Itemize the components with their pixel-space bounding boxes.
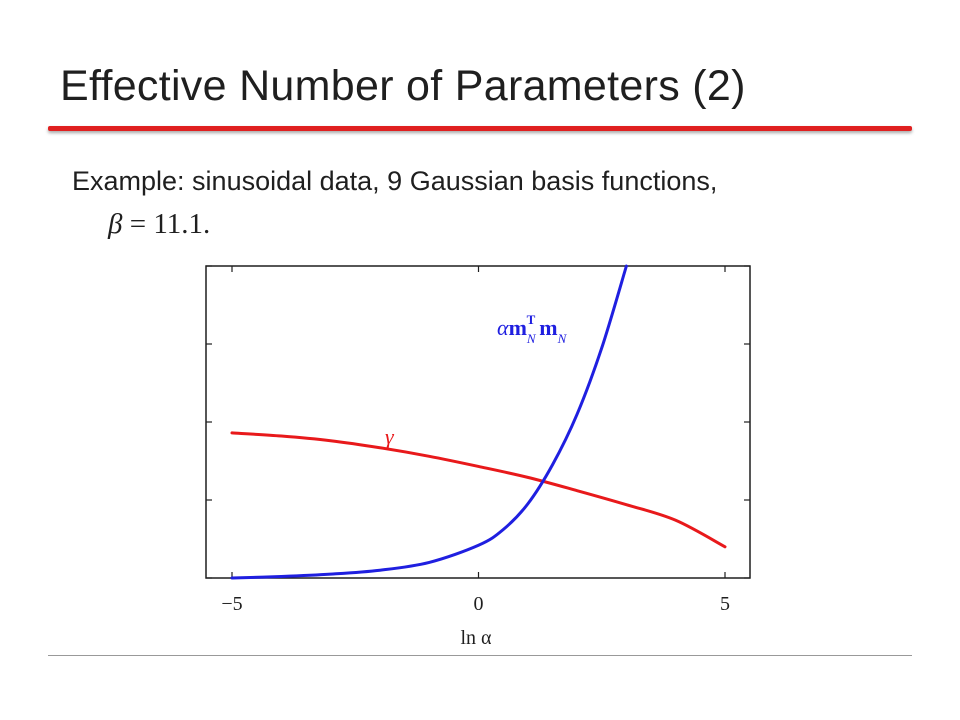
series-line-alpha-mnmn [230,264,628,580]
beta-equals: = [122,208,154,240]
plot-area [205,265,751,579]
series-line-gamma [230,431,727,549]
x-axis-label: ln α [460,627,492,649]
bottom-divider [48,655,912,656]
beta-equation: β = 11.1. [108,208,210,241]
series-lines [230,264,727,580]
series-label-gamma: γ [385,424,395,449]
series-label-alpha-mnmn: αmNT mN [497,312,568,346]
x-tick-label: 0 [474,593,484,615]
slide-title: Effective Number of Parameters (2) [60,62,746,110]
x-tick-label: −5 [221,593,242,615]
plot-frame [205,265,751,579]
beta-symbol: β [108,208,123,240]
example-text: Example: sinusoidal data, 9 Gaussian bas… [72,166,718,196]
beta-value: 11.1. [153,208,211,240]
title-underline [48,126,912,131]
x-tick-label: 5 [720,593,730,615]
tick-labels: −5 0 5 [221,593,730,615]
